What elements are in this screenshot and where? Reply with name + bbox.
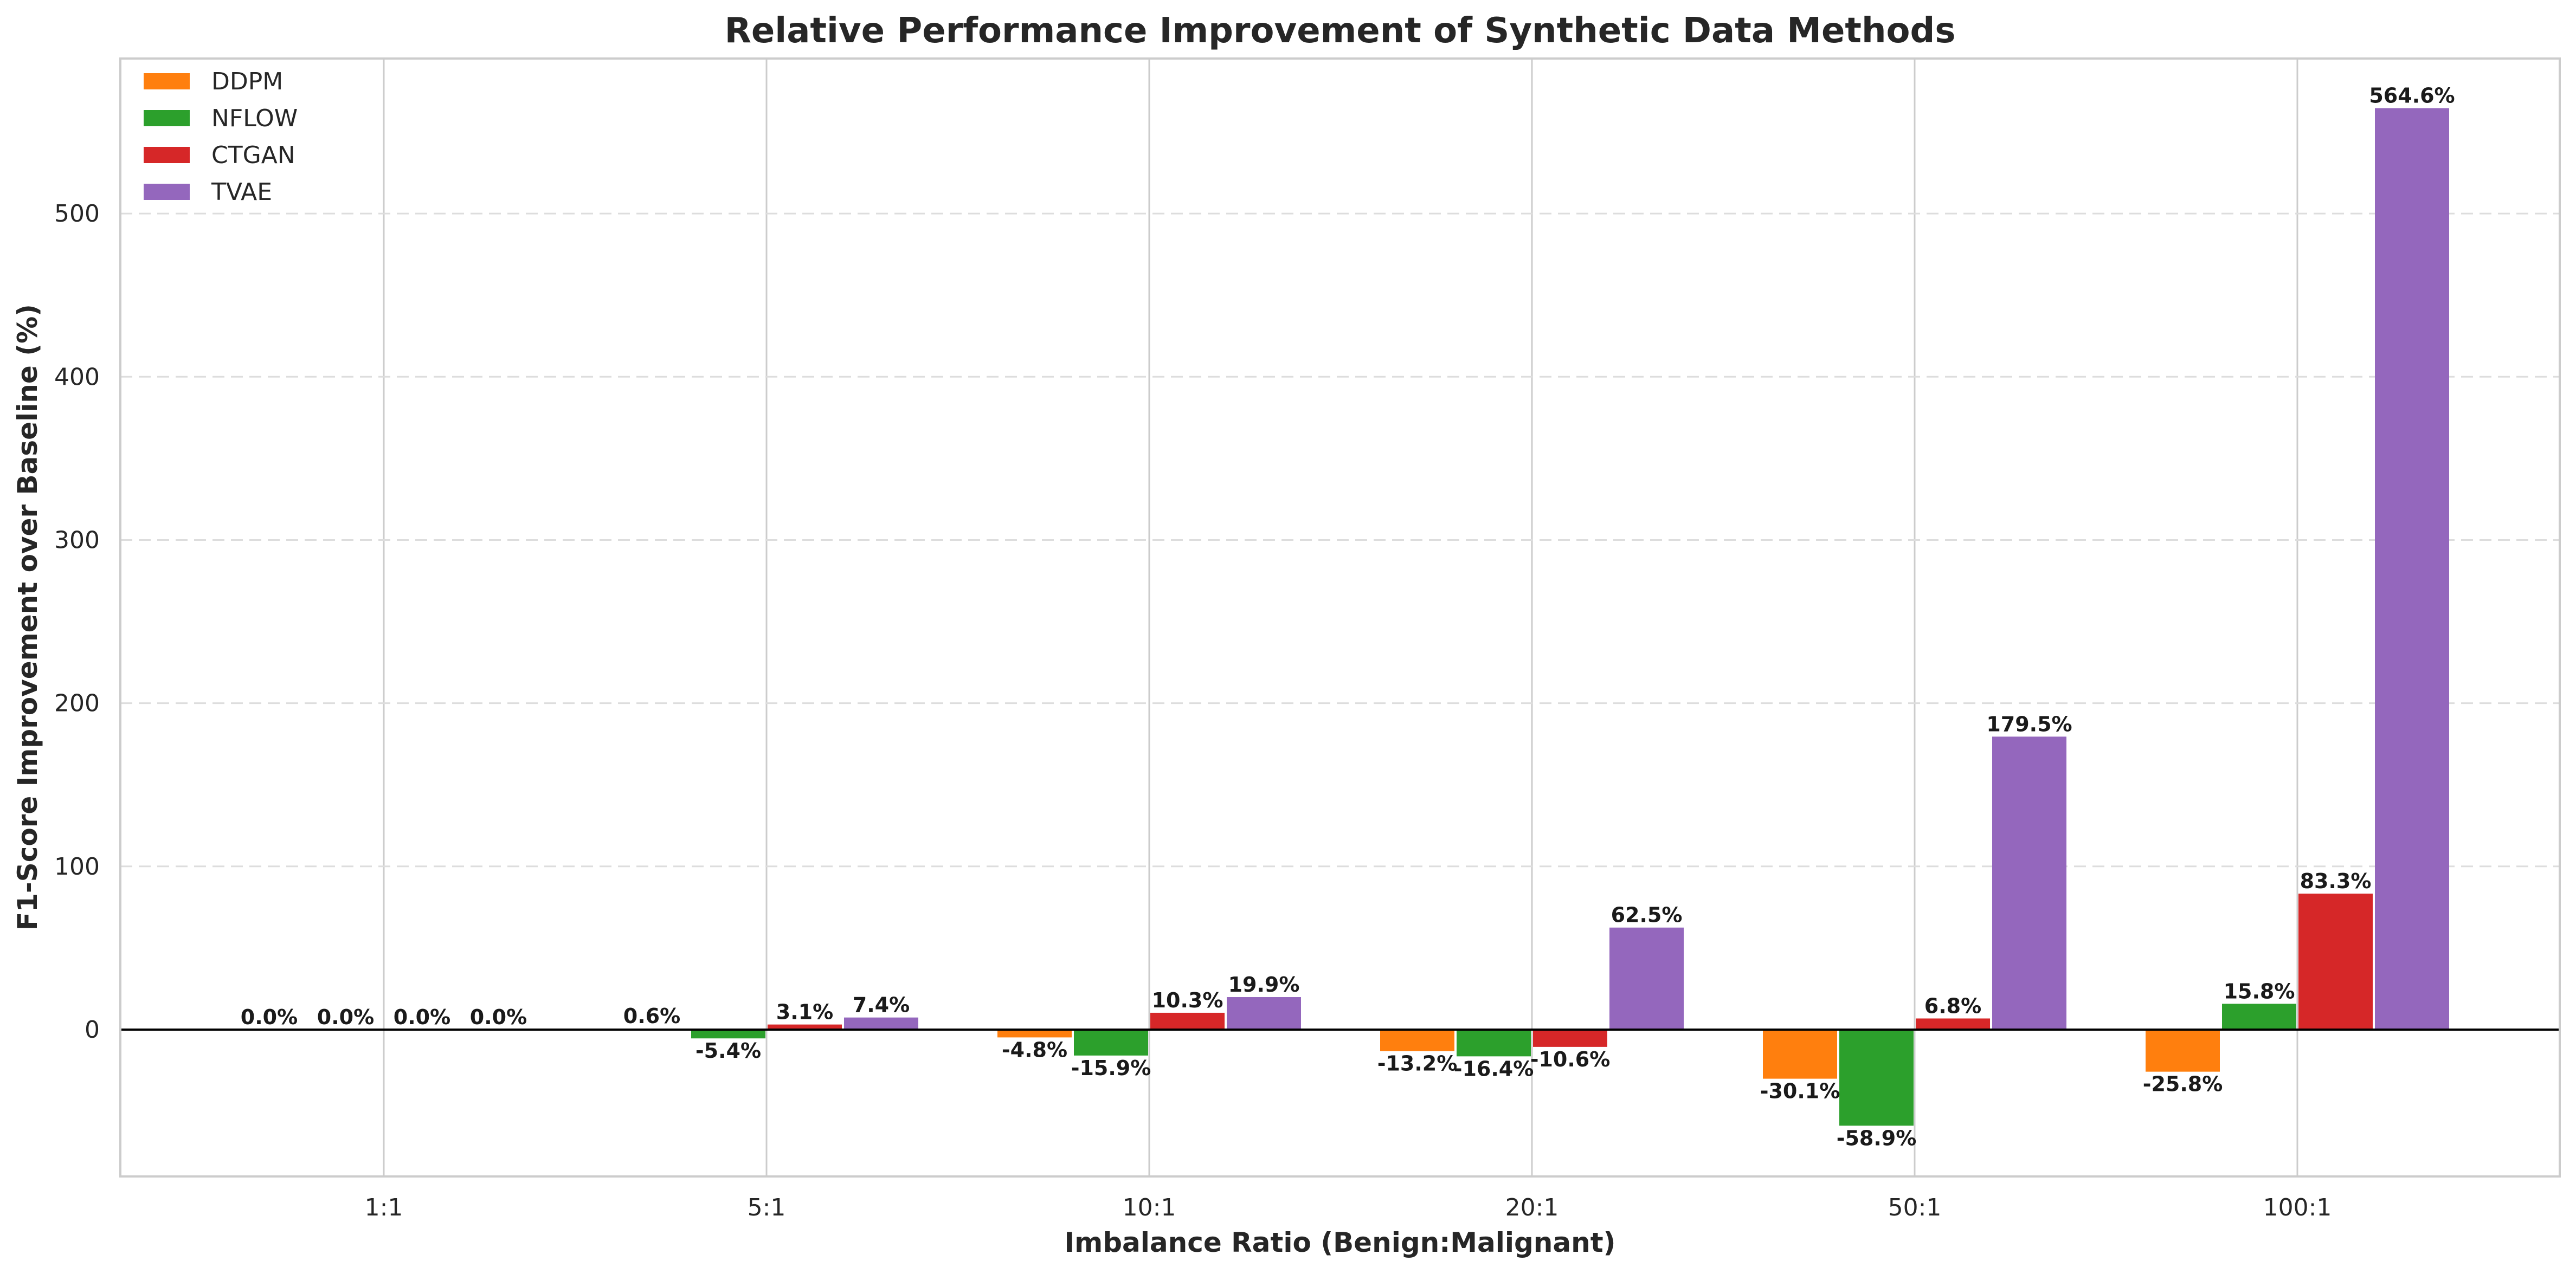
bar-nflow-20-1 <box>1457 1029 1531 1057</box>
bar-tvae-10-1 <box>1227 997 1301 1030</box>
bar-ddpm-10-1 <box>997 1029 1072 1038</box>
grid-lines <box>120 59 2560 1176</box>
y-tick-label: 200 <box>54 690 100 717</box>
bar-label-tvae-100-1: 564.6% <box>2369 84 2455 108</box>
bar-label-tvae-20-1: 62.5% <box>1611 903 1683 927</box>
bar-label-nflow-20-1: -16.4% <box>1454 1057 1534 1081</box>
bar-label-ddpm-50-1: -30.1% <box>1760 1079 1840 1103</box>
bar-ddpm-20-1 <box>1380 1029 1454 1051</box>
bars <box>615 108 2449 1126</box>
y-tick-label: 400 <box>54 363 100 391</box>
bar-label-tvae-10-1: 19.9% <box>1228 973 1300 997</box>
x-axis-label: Imbalance Ratio (Benign:Malignant) <box>1065 1227 1616 1258</box>
tick-labels: 0 100 200 300 400 500 1:1 5:1 10:1 20:1 50:1 100:1 <box>54 200 2332 1221</box>
bar-label-nflow-100-1: 15.8% <box>2224 979 2295 1003</box>
legend-label-ctgan: CTGAN <box>211 141 295 169</box>
bar-label-nflow-1-1: 0.0% <box>317 1005 374 1029</box>
y-axis-label: F1-Score Improvement over Baseline (%) <box>12 304 43 930</box>
bar-ddpm-100-1 <box>2146 1029 2220 1072</box>
plot-frame <box>119 57 2561 1178</box>
x-tick-label: 10:1 <box>1123 1194 1176 1221</box>
bar-label-nflow-10-1: -15.9% <box>1071 1056 1151 1080</box>
bar-ctgan-5-1 <box>768 1024 842 1030</box>
bar-label-ctgan-5-1: 3.1% <box>776 1000 833 1024</box>
bar-ctgan-10-1 <box>1150 1012 1225 1030</box>
legend-swatch-tvae <box>144 184 190 200</box>
bar-ctgan-20-1 <box>1533 1029 1607 1047</box>
bar-label-nflow-50-1: -58.9% <box>1837 1126 1917 1150</box>
legend-swatch-ctgan <box>144 147 190 163</box>
y-tick-label: 500 <box>54 200 100 228</box>
bar-labels: 0.0% 0.6% -4.8% -13.2% -30.1% -25.8% 0.0% -5.4%… <box>241 84 2455 1150</box>
bar-label-nflow-5-1: -5.4% <box>695 1039 761 1063</box>
bar-label-tvae-1-1: 0.0% <box>470 1005 527 1029</box>
legend-swatch-ddpm <box>144 73 190 89</box>
bar-label-ctgan-20-1: -10.6% <box>1530 1047 1611 1071</box>
legend-label-ddpm: DDPM <box>211 68 283 95</box>
bar-nflow-5-1 <box>691 1029 765 1039</box>
bar-nflow-100-1 <box>2222 1004 2296 1030</box>
x-tick-label: 20:1 <box>1505 1194 1559 1221</box>
x-tick-label: 5:1 <box>748 1194 786 1221</box>
bar-label-ddpm-20-1: -13.2% <box>1377 1052 1458 1076</box>
legend-label-nflow: NFLOW <box>211 105 298 132</box>
legend-swatch-nflow <box>144 110 190 126</box>
bar-ctgan-50-1 <box>1916 1018 1990 1030</box>
y-tick-label: 100 <box>54 853 100 881</box>
x-tick-label: 1:1 <box>365 1194 403 1221</box>
legend: DDPM NFLOW CTGAN TVAE <box>144 68 298 206</box>
legend-label-tvae: TVAE <box>211 178 272 206</box>
bar-ddpm-50-1 <box>1763 1029 1837 1079</box>
bar-label-tvae-50-1: 179.5% <box>1986 712 2072 736</box>
chart-title: Relative Performance Improvement of Synt… <box>725 11 1956 51</box>
bar-label-ddpm-1-1: 0.0% <box>241 1005 298 1029</box>
bar-tvae-5-1 <box>844 1017 918 1030</box>
x-tick-label: 100:1 <box>2263 1194 2332 1221</box>
bar-tvae-20-1 <box>1609 927 1684 1030</box>
bar-label-tvae-5-1: 7.4% <box>853 993 910 1017</box>
bar-label-ctgan-100-1: 83.3% <box>2300 869 2372 893</box>
x-tick-label: 50:1 <box>1888 1194 1942 1221</box>
y-tick-label: 0 <box>85 1016 100 1044</box>
bar-label-ctgan-10-1: 10.3% <box>1152 988 1223 1012</box>
bar-tvae-100-1 <box>2375 108 2449 1030</box>
y-tick-label: 300 <box>54 526 100 554</box>
bar-label-ctgan-50-1: 6.8% <box>1924 994 1981 1018</box>
bar-nflow-10-1 <box>1074 1029 1148 1056</box>
bar-label-ctgan-1-1: 0.0% <box>394 1005 450 1029</box>
bar-label-ddpm-5-1: 0.6% <box>623 1004 680 1028</box>
bar-nflow-50-1 <box>1839 1029 1914 1126</box>
bar-label-ddpm-10-1: -4.8% <box>1002 1038 1067 1062</box>
bar-tvae-50-1 <box>1992 736 2066 1030</box>
bar-label-ddpm-100-1: -25.8% <box>2143 1072 2223 1096</box>
bar-ctgan-100-1 <box>2298 894 2373 1030</box>
